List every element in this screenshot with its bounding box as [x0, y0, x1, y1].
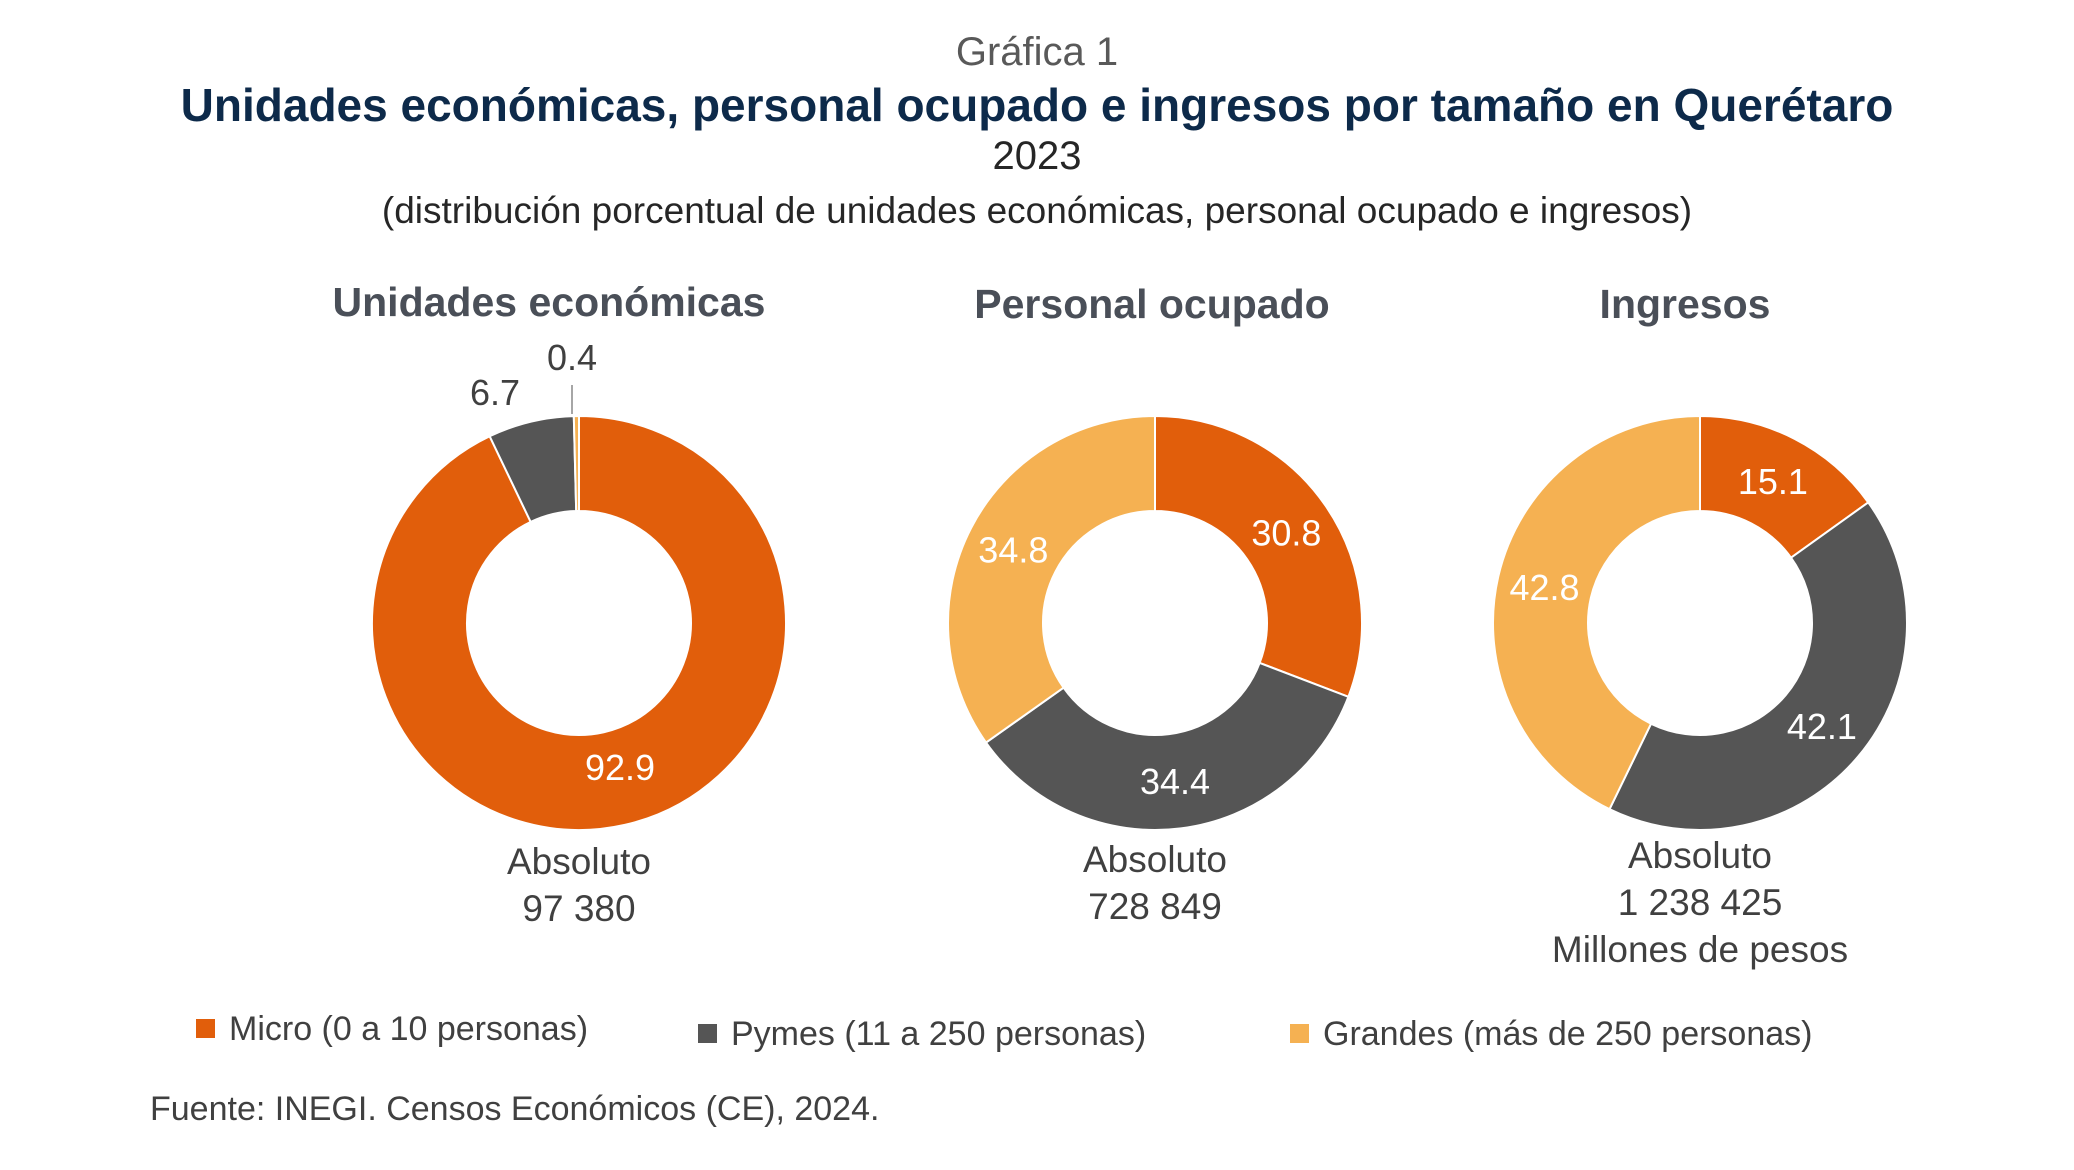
donut-slice-personal-grandes: [947, 414, 1156, 744]
donut-slice-personal-micro: [1154, 414, 1363, 699]
legend-swatch-pymes: [698, 1024, 717, 1043]
data-label-ingresos-grandes: 42.8: [1510, 567, 1580, 608]
absolute-block-unidades: Absoluto 97 380: [279, 838, 879, 932]
absolute-value: 97 380: [522, 888, 636, 929]
donut-title-personal: Personal ocupado: [974, 281, 1330, 327]
legend-label: Pymes (11 a 250 personas): [731, 1015, 1147, 1053]
chart-title: Unidades económicas, personal ocupado e …: [180, 79, 1894, 131]
absolute-unit: Millones de pesos: [1551, 929, 1849, 970]
data-label-personal-pymes: 34.4: [1140, 761, 1210, 802]
legend-swatch-grandes: [1290, 1024, 1309, 1043]
data-label-unidades-grandes: 0.4: [547, 337, 597, 378]
absolute-label: Absoluto: [507, 841, 651, 882]
legend-item-grandes: Grandes (más de 250 personas): [1290, 1015, 1812, 1054]
data-label-personal-micro: 30.8: [1251, 513, 1321, 554]
absolute-value: 728 849: [1088, 886, 1222, 927]
donut-slice-personal-pymes: [984, 661, 1350, 831]
data-label-unidades-micro: 92.9: [585, 747, 655, 788]
chart-year: 2023: [992, 134, 1082, 178]
source-note: Fuente: INEGI. Censos Económicos (CE), 2…: [150, 1090, 880, 1128]
donut-title-unidades: Unidades económicas: [332, 279, 766, 325]
chart-label: Gráfica 1: [955, 30, 1119, 74]
absolute-label: Absoluto: [1083, 839, 1227, 880]
data-label-ingresos-pymes: 42.1: [1787, 706, 1857, 747]
donut-slice-unidades-micro: [371, 414, 787, 831]
legend-label: Grandes (más de 250 personas): [1323, 1015, 1813, 1053]
donut-title-ingresos: Ingresos: [1599, 281, 1771, 327]
legend-item-pymes: Pymes (11 a 250 personas): [698, 1015, 1146, 1054]
legend-label: Micro (0 a 10 personas): [229, 1010, 589, 1048]
donut-slice-ingresos-pymes: [1608, 500, 1908, 831]
chart-subtitle: (distribución porcentual de unidades eco…: [381, 190, 1693, 231]
absolute-label: Absoluto: [1628, 835, 1772, 876]
donut-slice-ingresos-grandes: [1492, 414, 1701, 811]
data-label-unidades-pymes: 6.7: [470, 372, 520, 413]
absolute-value: 1 238 425: [1617, 882, 1783, 923]
data-label-personal-grandes: 34.8: [978, 530, 1048, 571]
data-label-ingresos-micro: 15.1: [1738, 461, 1808, 502]
absolute-block-ingresos: Absoluto 1 238 425 Millones de pesos: [1400, 832, 2000, 973]
absolute-block-personal: Absoluto 728 849: [855, 836, 1455, 930]
legend-item-micro: Micro (0 a 10 personas): [196, 1010, 588, 1049]
legend-swatch-micro: [196, 1019, 215, 1038]
donut-slice-unidades-grandes: [572, 414, 580, 513]
